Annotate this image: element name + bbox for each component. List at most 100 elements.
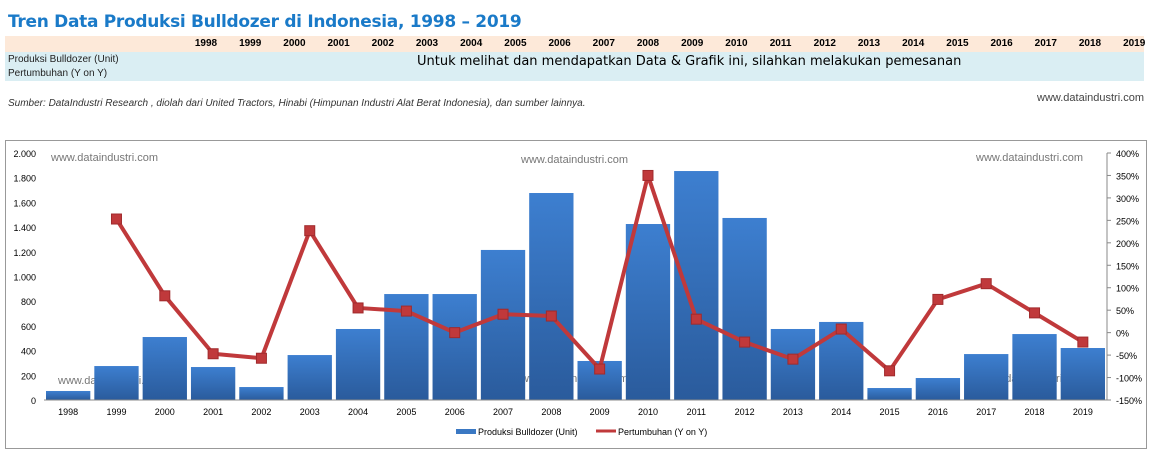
year-header: 2001 <box>327 38 350 49</box>
year-header: 2008 <box>636 38 660 49</box>
x-axis-tick: 2019 <box>1073 407 1093 417</box>
year-header: 2013 <box>857 38 881 49</box>
x-axis-tick: 2009 <box>590 407 610 417</box>
bar-2010 <box>625 224 671 400</box>
right-axis-tick: -150% <box>1116 396 1142 406</box>
bar-2014 <box>819 321 864 400</box>
website-link[interactable]: www.dataindustri.com <box>1037 92 1144 104</box>
year-header: 2009 <box>681 38 704 49</box>
bar-2001 <box>190 367 236 400</box>
year-header-row: 1998 1999 2000 2001 2002 2003 2004 2005 2006 2007… <box>5 36 1145 52</box>
year-header: 2004 <box>460 38 483 49</box>
growth-marker-2008 <box>545 310 557 322</box>
left-axis-tick: 1.600 <box>13 198 36 208</box>
growth-marker-2011 <box>690 313 702 325</box>
bar-1999 <box>94 366 139 400</box>
bar-2016 <box>915 378 961 400</box>
growth-marker-2007 <box>497 308 509 320</box>
year-header: 2019 <box>1123 38 1146 49</box>
year-header: 2016 <box>990 38 1013 49</box>
year-header: 2017 <box>1034 38 1057 49</box>
bar-1998 <box>46 390 91 400</box>
x-axis-tick: 2001 <box>203 407 223 417</box>
growth-marker-2002 <box>255 352 267 364</box>
right-axis-tick: 150% <box>1116 261 1139 271</box>
bar-2011 <box>674 171 719 400</box>
page-title: Tren Data Produksi Bulldozer di Indonesi… <box>8 12 522 32</box>
growth-marker-2015 <box>884 365 896 377</box>
left-axis-tick: 600 <box>21 322 36 332</box>
bar-2002 <box>239 387 284 400</box>
growth-marker-2013 <box>787 353 799 365</box>
year-header: 2012 <box>813 38 836 49</box>
x-axis-tick: 2003 <box>300 407 320 417</box>
year-header: 2014 <box>902 38 925 49</box>
year-header: 1998 <box>194 38 218 49</box>
x-axis-tick: 2008 <box>541 407 561 417</box>
bar-2007 <box>480 249 526 400</box>
growth-marker-2006 <box>449 327 461 339</box>
right-axis-tick: 200% <box>1116 239 1139 249</box>
year-header: 2015 <box>946 38 969 49</box>
bar-2003 <box>287 355 332 400</box>
year-header: 2010 <box>725 38 748 49</box>
right-axis-tick: 0% <box>1116 329 1129 339</box>
watermark: www.dataindustri.com <box>975 152 1083 164</box>
left-axis-tick: 400 <box>21 347 36 357</box>
growth-marker-2009 <box>594 363 606 375</box>
bar-2008 <box>529 193 574 400</box>
x-axis-tick: 2010 <box>638 407 658 417</box>
x-axis-tick: 1999 <box>106 407 126 417</box>
data-rows: Produksi Bulldozer (Unit) Pertumbuhan (Y… <box>5 52 1144 81</box>
x-axis-tick: 2005 <box>396 407 416 417</box>
left-axis-tick: 1.800 <box>13 174 36 184</box>
year-header: 2006 <box>548 38 571 49</box>
left-axis-tick: 1.000 <box>13 273 36 283</box>
bar-2004 <box>335 328 381 400</box>
left-axis-tick: 0 <box>31 396 36 406</box>
x-axis-tick: 1998 <box>58 407 78 417</box>
row-label-production: Produksi Bulldozer (Unit) <box>8 54 119 65</box>
left-axis-tick: 200 <box>21 371 36 381</box>
legend-bar-swatch <box>456 429 476 434</box>
x-axis-tick: 2000 <box>155 407 175 417</box>
source-note: Sumber: DataIndustri Research , diolah d… <box>8 98 586 109</box>
growth-marker-2005 <box>400 305 412 317</box>
right-axis-tick: 400% <box>1116 149 1139 159</box>
right-axis-tick: -100% <box>1116 374 1142 384</box>
growth-marker-2017 <box>980 278 992 290</box>
bar-2012 <box>722 217 767 400</box>
legend-line-label: Pertumbuhan (Y on Y) <box>618 427 707 437</box>
right-axis-tick: 250% <box>1116 216 1139 226</box>
year-header: 2002 <box>371 38 394 49</box>
x-axis-tick: 2007 <box>493 407 513 417</box>
growth-marker-2012 <box>739 336 751 348</box>
growth-marker-2000 <box>159 290 171 302</box>
year-header: 1999 <box>239 38 262 49</box>
bar-2006 <box>432 294 477 400</box>
growth-marker-2003 <box>304 225 316 237</box>
growth-marker-2014 <box>835 323 847 335</box>
year-header: 2005 <box>504 38 527 49</box>
year-header: 2007 <box>592 38 615 49</box>
x-axis-tick: 2011 <box>687 407 706 417</box>
x-axis-tick: 2016 <box>928 407 948 417</box>
year-header: 2011 <box>769 38 792 49</box>
x-axis-tick: 2015 <box>880 407 900 417</box>
growth-marker-2016 <box>932 293 944 305</box>
year-header: 2000 <box>283 38 306 49</box>
x-axis-tick: 2002 <box>251 407 271 417</box>
order-message[interactable]: Untuk melihat dan mendapatkan Data & Gra… <box>417 54 962 69</box>
bar-2019 <box>1060 348 1105 400</box>
year-header: 2018 <box>1078 38 1102 49</box>
growth-marker-2004 <box>352 302 364 314</box>
right-axis-tick: -50% <box>1116 351 1137 361</box>
x-axis-tick: 2006 <box>445 407 465 417</box>
right-axis-tick: 350% <box>1116 171 1139 181</box>
legend-bar-label: Produksi Bulldozer (Unit) <box>478 427 578 437</box>
growth-marker-2010 <box>642 169 654 181</box>
growth-marker-2001 <box>207 348 219 360</box>
watermark: www.dataindustri.com <box>50 152 158 164</box>
right-axis-tick: 100% <box>1116 284 1139 294</box>
left-axis-tick: 800 <box>21 297 36 307</box>
